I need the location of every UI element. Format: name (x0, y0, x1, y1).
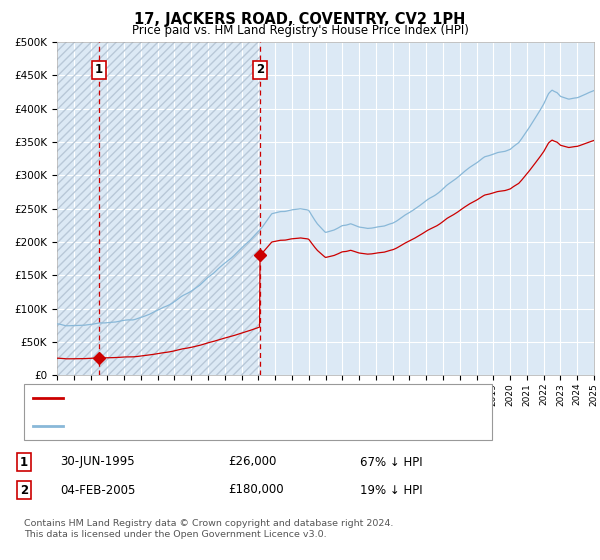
Text: 67% ↓ HPI: 67% ↓ HPI (360, 455, 422, 469)
Text: 30-JUN-1995: 30-JUN-1995 (60, 455, 134, 469)
Bar (57, 42, 99, 375)
Text: 17, JACKERS ROAD, COVENTRY, CV2 1PH: 17, JACKERS ROAD, COVENTRY, CV2 1PH (134, 12, 466, 27)
Text: 17, JACKERS ROAD, COVENTRY, CV2 1PH (detached house): 17, JACKERS ROAD, COVENTRY, CV2 1PH (det… (69, 393, 397, 403)
Bar (99, 42, 260, 375)
Bar (57, 42, 99, 375)
Text: £180,000: £180,000 (228, 483, 284, 497)
Text: 2: 2 (256, 63, 264, 77)
Text: 2: 2 (20, 483, 28, 497)
Text: 04-FEB-2005: 04-FEB-2005 (60, 483, 136, 497)
Text: 1: 1 (95, 63, 103, 77)
Text: HPI: Average price, detached house, Coventry: HPI: Average price, detached house, Cove… (69, 421, 326, 431)
Text: Contains HM Land Registry data © Crown copyright and database right 2024.
This d: Contains HM Land Registry data © Crown c… (24, 520, 394, 539)
Text: Price paid vs. HM Land Registry's House Price Index (HPI): Price paid vs. HM Land Registry's House … (131, 24, 469, 37)
Text: 19% ↓ HPI: 19% ↓ HPI (360, 483, 422, 497)
Text: 1: 1 (20, 455, 28, 469)
Bar (99, 42, 260, 375)
Text: £26,000: £26,000 (228, 455, 277, 469)
